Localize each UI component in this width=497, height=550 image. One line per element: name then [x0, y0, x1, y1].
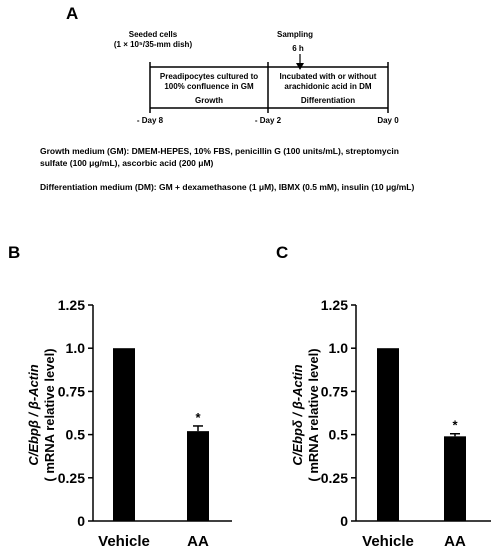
day-0-label: Day 0	[377, 116, 399, 125]
differentiation-medium-description: Differentiation medium (DM): GM + dexame…	[40, 182, 415, 192]
panel-a-letter: A	[66, 4, 79, 23]
chart-c-bar-aa	[444, 436, 466, 521]
chart-c-y-tick-label: 0.5	[329, 427, 349, 443]
timeline	[149, 54, 389, 113]
panel-c-letter: C	[276, 243, 289, 262]
chart-b-category-label: Vehicle	[98, 533, 150, 550]
seeded-cells-label: Seeded cells (1 × 10⁵/35-mm dish)	[98, 30, 208, 50]
panel-b-letter: B	[8, 243, 21, 262]
diff-desc-line-2: arachidonic acid in DM	[284, 82, 372, 91]
chart-b-y-tick-label: 0.5	[66, 427, 86, 443]
chart-b-bar-aa	[187, 431, 209, 521]
chart-c-y-tick-label: 1.25	[321, 297, 348, 313]
chart-b-ylabel: C/Ebpβ / β-Actin	[26, 364, 41, 465]
gm-line-2: sulfate (100 μg/mL), ascorbic acid (200 …	[40, 158, 214, 168]
day-2-label: - Day 2	[254, 116, 282, 125]
chart-c-ylabel: C/Ebpδ / β-Actin	[290, 364, 305, 465]
chart-b-y-tick-label: 1.0	[66, 340, 86, 356]
chart-c-y-tick-label: 0	[340, 513, 348, 529]
chart-c-y-tick-label: 1.0	[329, 340, 349, 356]
sampling-time: 6 h	[292, 44, 304, 53]
chart-c-y-tick-label: 0.25	[321, 470, 348, 486]
chart-b-y-tick-label: 0.25	[58, 470, 85, 486]
chart-b-category-label: AA	[187, 533, 209, 550]
chart-c-category-label: Vehicle	[362, 533, 414, 550]
chart-b-y-tick-label: 1.25	[58, 297, 85, 313]
chart-c-y-tick-label: 0.75	[321, 383, 348, 399]
seeded-cells-text: Seeded cells	[128, 30, 178, 39]
chart-b-bar-vehicle	[113, 348, 135, 521]
chart-c-category-label: AA	[444, 533, 466, 550]
chart-b-plot: 0 0.25 0.5 0.75 1.0 1.25 Vehicle * AA	[58, 297, 232, 550]
differentiation-description: Incubated with or without arachidonic ac…	[270, 72, 386, 92]
growth-phase-label: Growth	[195, 96, 223, 105]
chart-c-ylabel-gene: C/Ebpδ / β-Actin	[290, 364, 305, 465]
chart-c-plot: 0 0.25 0.5 0.75 1.0 1.25 Vehicle * AA	[321, 297, 491, 550]
chart-b-ylabel-sub: ( mRNA relative level)	[42, 348, 57, 481]
growth-medium-description: Growth medium (GM): DMEM-HEPES, 10% FBS,…	[40, 145, 490, 169]
chart-b-ylabel-gene: C/Ebpβ / β-Actin	[26, 364, 41, 465]
chart-c-ylabel-sub: ( mRNA relative level)	[306, 348, 321, 481]
sampling-label: Sampling	[260, 30, 330, 40]
chart-b: C/Ebpβ / β-Actin ( mRNA relative level) …	[26, 297, 232, 550]
chart-b-y-tick-label: 0.75	[58, 383, 85, 399]
seeded-density-text: (1 × 10⁵/35-mm dish)	[113, 40, 193, 49]
chart-b-significance-marker: *	[195, 410, 201, 425]
chart-c: C/Ebpδ / β-Actin ( mRNA relative level) …	[290, 297, 491, 550]
growth-desc-line-1: Preadipocytes cultured to	[159, 72, 259, 81]
growth-description: Preadipocytes cultured to 100% confluenc…	[152, 72, 266, 92]
chart-b-y-tick-label: 0	[77, 513, 85, 529]
growth-desc-line-2: 100% confluence in GM	[164, 82, 254, 91]
chart-c-significance-marker: *	[452, 418, 458, 433]
differentiation-phase-label: Differentiation	[300, 96, 356, 105]
chart-c-bar-vehicle	[377, 348, 399, 521]
gm-line-1: Growth medium (GM): DMEM-HEPES, 10% FBS,…	[40, 146, 399, 156]
diff-desc-line-1: Incubated with or without	[279, 72, 377, 81]
sampling-text: Sampling	[276, 30, 313, 39]
day-8-label: - Day 8	[136, 116, 164, 125]
